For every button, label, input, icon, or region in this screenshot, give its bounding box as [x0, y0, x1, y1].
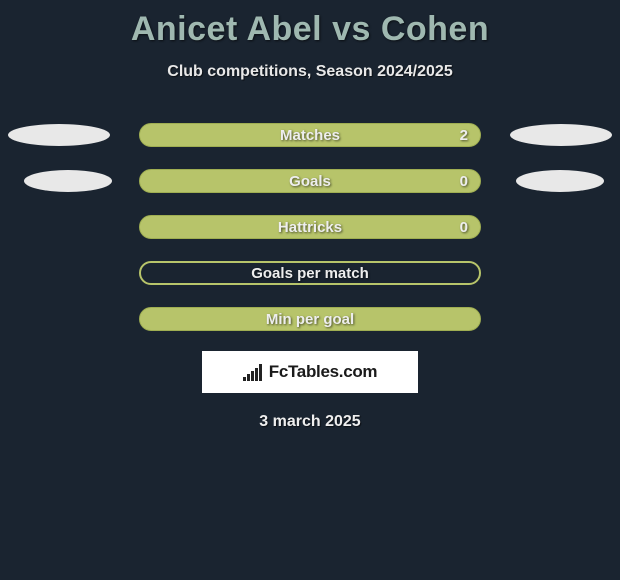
- stat-label: Min per goal: [266, 311, 354, 328]
- stat-value: 2: [460, 127, 468, 144]
- barchart-icon: [243, 363, 265, 381]
- stat-row: Goals 0: [0, 169, 620, 193]
- logo-box: FcTables.com: [202, 351, 418, 393]
- logo-bar: [251, 371, 254, 381]
- stat-bar: Matches 2: [139, 123, 481, 147]
- logo-bar: [247, 374, 250, 381]
- stat-bar: Goals 0: [139, 169, 481, 193]
- stat-row: Matches 2: [0, 123, 620, 147]
- logo-bar: [243, 377, 246, 381]
- player-right-ellipse: [510, 124, 612, 146]
- stat-value: 0: [460, 173, 468, 190]
- stat-bar: Goals per match: [139, 261, 481, 285]
- stat-label: Goals: [289, 173, 331, 190]
- player-left-ellipse: [24, 170, 112, 192]
- stat-row: Goals per match: [0, 261, 620, 285]
- logo-bar: [255, 368, 258, 381]
- player-right-ellipse: [516, 170, 604, 192]
- subtitle: Club competitions, Season 2024/2025: [167, 63, 452, 81]
- logo-bar: [259, 364, 262, 381]
- stat-bar: Hattricks 0: [139, 215, 481, 239]
- stat-label: Goals per match: [251, 265, 369, 282]
- stat-bar: Min per goal: [139, 307, 481, 331]
- stat-row: Hattricks 0: [0, 215, 620, 239]
- stat-rows: Matches 2 Goals 0 Hattricks 0 Goals per match M…: [0, 123, 620, 331]
- comparison-card: Anicet Abel vs Cohen Club competitions, …: [0, 0, 620, 431]
- stat-row: Min per goal: [0, 307, 620, 331]
- stat-label: Hattricks: [278, 219, 342, 236]
- logo-text: FcTables.com: [269, 362, 378, 382]
- page-title: Anicet Abel vs Cohen: [131, 10, 489, 49]
- stat-value: 0: [460, 219, 468, 236]
- date-label: 3 march 2025: [259, 413, 360, 431]
- stat-label: Matches: [280, 127, 340, 144]
- player-left-ellipse: [8, 124, 110, 146]
